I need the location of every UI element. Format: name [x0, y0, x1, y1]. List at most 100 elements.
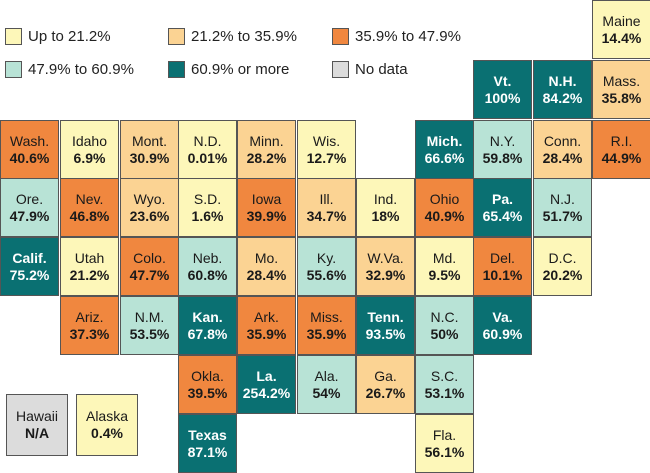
state-name: Ohio: [429, 190, 460, 207]
state-value: 37.3%: [69, 325, 110, 342]
state-tile-maine: Maine 14.4%: [592, 0, 650, 59]
state-value: 75.2%: [9, 266, 50, 283]
legend-swatch: [5, 60, 22, 78]
legend-label: 35.9% to 47.9%: [355, 27, 461, 45]
state-tile-ohio: Ohio 40.9%: [415, 178, 474, 237]
legend-item-up-to-21: Up to 21.2%: [5, 26, 111, 46]
state-tile-n-m: N.M. 53.5%: [120, 296, 179, 355]
state-name: Ky.: [316, 249, 337, 266]
state-tile-tenn: Tenn. 93.5%: [356, 296, 415, 355]
legend-label: Up to 21.2%: [28, 27, 111, 45]
state-name: Texas: [188, 426, 227, 443]
state-name: Conn.: [543, 132, 582, 149]
state-tile-mass: Mass. 35.8%: [592, 60, 650, 119]
state-tile-mich: Mich. 66.6%: [415, 120, 474, 179]
state-tile-n-y: N.Y. 59.8%: [473, 120, 532, 179]
state-name: Ill.: [319, 190, 334, 207]
state-tile-vt: Vt. 100%: [473, 60, 532, 119]
state-value: 26.7%: [365, 384, 406, 401]
state-value: 9.5%: [428, 266, 461, 283]
state-tile-del: Del. 10.1%: [473, 237, 532, 296]
state-tile-utah: Utah 21.2%: [60, 237, 119, 296]
state-value: 65.4%: [482, 207, 523, 224]
state-name: Alaska: [85, 408, 129, 424]
state-name: Mo.: [254, 249, 279, 266]
state-value: 35.9%: [246, 325, 287, 342]
state-name: Mass.: [602, 72, 641, 89]
state-value: 53.5%: [129, 325, 170, 342]
state-value: 10.1%: [482, 266, 523, 283]
state-name: Nev.: [75, 190, 104, 207]
state-value: 18%: [371, 207, 400, 224]
legend-item-21-to-36: 21.2% to 35.9%: [168, 26, 297, 46]
state-value: 20.2%: [542, 266, 583, 283]
legend-label: 47.9% to 60.9%: [28, 60, 134, 78]
state-tile-la: La. 254.2%: [237, 355, 296, 414]
state-name: Idaho: [71, 132, 108, 149]
state-name: Ind.: [373, 190, 398, 207]
state-value: 56.1%: [424, 443, 465, 460]
state-value: 51.7%: [542, 207, 583, 224]
state-value: 84.2%: [542, 89, 583, 106]
state-value: 39.9%: [246, 207, 287, 224]
state-name: Calif.: [12, 249, 47, 266]
state-name: Vt.: [493, 72, 512, 89]
state-name: Va.: [492, 308, 513, 325]
state-tile-ind: Ind. 18%: [356, 178, 415, 237]
state-value: 35.9%: [306, 325, 347, 342]
state-name: D.C.: [548, 249, 577, 266]
legend-item-61-or-more: 60.9% or more: [168, 59, 289, 79]
state-value: 47.9%: [9, 207, 50, 224]
legend-swatch: [5, 27, 22, 45]
state-value: 35.8%: [601, 89, 642, 106]
state-name: Okla.: [191, 367, 224, 384]
state-tile-mo: Mo. 28.4%: [237, 237, 296, 296]
state-name: Miss.: [310, 308, 343, 325]
legend-item-36-to-48: 35.9% to 47.9%: [332, 26, 461, 46]
state-tile-r-i: R.I. 44.9%: [592, 120, 650, 179]
state-name: Kan.: [192, 308, 223, 325]
legend-swatch: [332, 60, 349, 78]
state-value: 12.7%: [306, 149, 347, 166]
state-tile-n-d: N.D. 0.01%: [178, 120, 237, 179]
state-name: Mich.: [426, 132, 463, 149]
state-value: 28.2%: [246, 149, 287, 166]
state-name: Ark.: [254, 308, 279, 325]
state-name: Ala.: [314, 367, 339, 384]
state-tile-okla: Okla. 39.5%: [178, 355, 237, 414]
state-name: N.C.: [430, 308, 459, 325]
state-name: Ga.: [374, 367, 397, 384]
state-tile-ark: Ark. 35.9%: [237, 296, 296, 355]
state-value: 100%: [484, 89, 521, 106]
state-tile-miss: Miss. 35.9%: [297, 296, 356, 355]
state-name: Del.: [490, 249, 515, 266]
state-name: Iowa: [251, 190, 282, 207]
state-tile-md: Md. 9.5%: [415, 237, 474, 296]
state-tile-d-c: D.C. 20.2%: [533, 237, 592, 296]
state-name: N.M.: [134, 308, 165, 325]
state-value: 50%: [430, 325, 459, 342]
state-tile-conn: Conn. 28.4%: [533, 120, 592, 179]
state-name: Ore.: [15, 190, 44, 207]
state-name: N.J.: [550, 190, 575, 207]
state-tile-n-j: N.J. 51.7%: [533, 178, 592, 237]
state-name: Wis.: [312, 132, 341, 149]
state-value: 54%: [312, 384, 341, 401]
state-value: 53.1%: [424, 384, 465, 401]
state-value: 47.7%: [129, 266, 170, 283]
state-tile-ala: Ala. 54%: [297, 355, 356, 414]
state-tile-mont: Mont. 30.9%: [120, 120, 179, 179]
state-name: Wash.: [9, 132, 50, 149]
state-tile-wash: Wash. 40.6%: [0, 120, 59, 179]
state-tile-calif: Calif. 75.2%: [0, 237, 59, 296]
state-tile-wyo: Wyo. 23.6%: [120, 178, 179, 237]
state-value: 30.9%: [129, 149, 170, 166]
state-value: N/A: [24, 425, 50, 441]
state-name: Minn.: [249, 132, 284, 149]
state-tile-pa: Pa. 65.4%: [473, 178, 532, 237]
state-name: Fla.: [432, 426, 457, 443]
state-tile-wis: Wis. 12.7%: [297, 120, 356, 179]
state-value: 66.6%: [424, 149, 465, 166]
state-name: N.D.: [193, 132, 222, 149]
